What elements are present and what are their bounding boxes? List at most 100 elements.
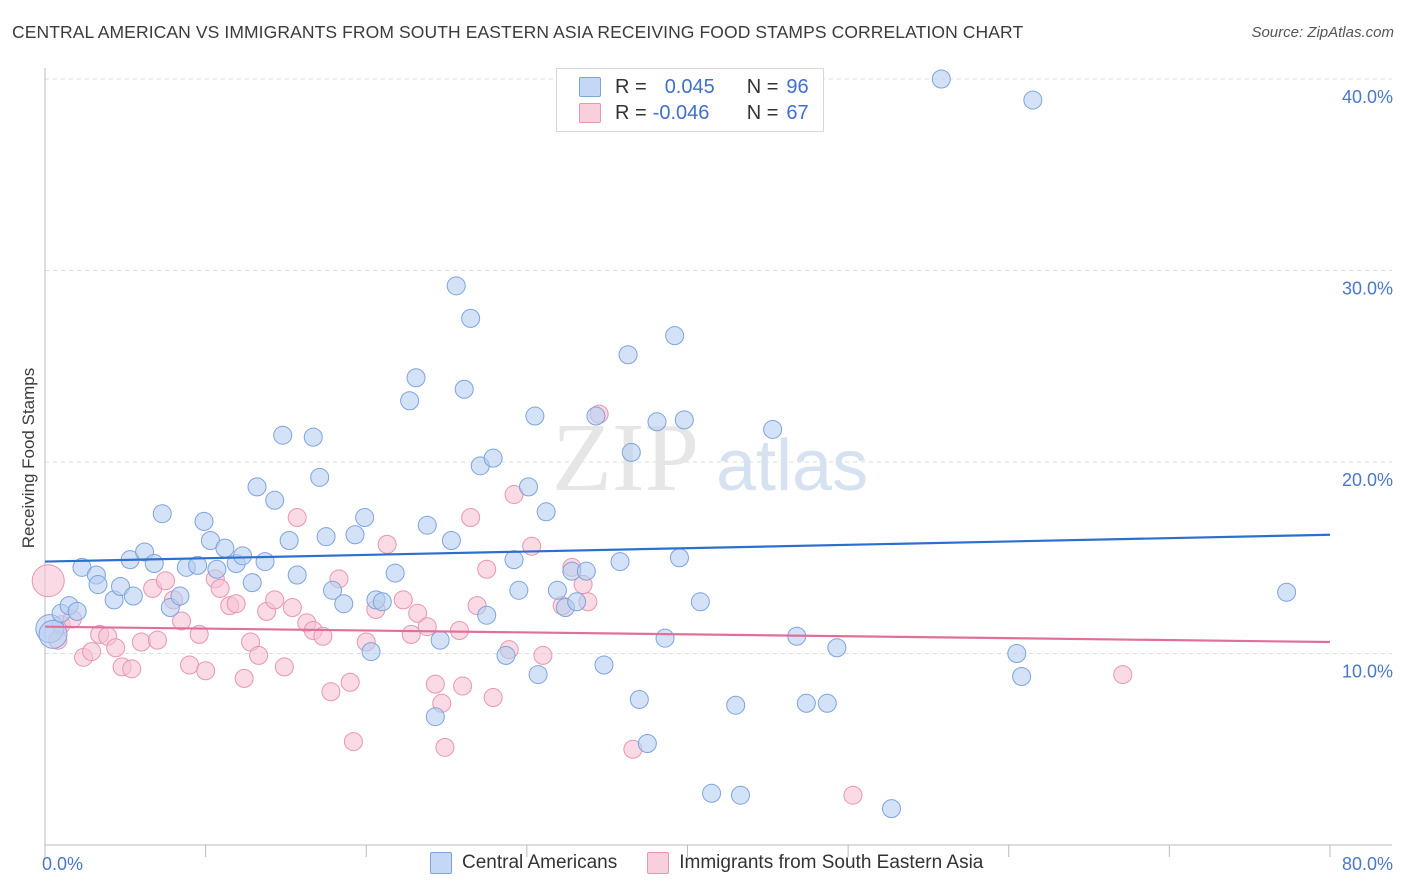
blue-point [417, 515, 437, 535]
blue-point [152, 504, 172, 524]
pink-point [226, 594, 246, 614]
pink-point [408, 603, 428, 623]
blue-point [207, 559, 227, 579]
blue-point [194, 511, 214, 531]
blue-point [310, 467, 330, 487]
legend: R = 0.045 N = 96 R = -0.046 N = 67 [556, 68, 824, 132]
legend-swatch-blue [579, 77, 601, 97]
legend-n-value: 96 [786, 75, 809, 98]
blue-point [170, 586, 190, 606]
blue-point [345, 525, 365, 545]
blue-point [477, 605, 497, 625]
blue-point [425, 707, 445, 727]
pink-point [82, 642, 102, 662]
blue-point [509, 580, 529, 600]
y-tick-label: 30.0% [1342, 279, 1393, 299]
blue-point [441, 531, 461, 551]
pink-point [249, 645, 269, 665]
blue-point [1277, 582, 1297, 602]
pink-point [274, 657, 294, 677]
blue-point [647, 412, 667, 432]
pink-point [483, 688, 503, 708]
blue-point [655, 628, 675, 648]
blue-point [618, 345, 638, 365]
blue-point [665, 326, 685, 346]
blue-point [38, 619, 68, 649]
pink-point [131, 632, 151, 652]
pink-point [340, 672, 360, 692]
legend-r-label: R = [615, 101, 647, 124]
blue-point [454, 379, 474, 399]
pink-point [1113, 665, 1133, 685]
legend-r-value: 0.045 [664, 75, 715, 98]
pink-point [401, 624, 421, 644]
bottom-legend-swatch-pink [647, 852, 670, 874]
pink-point [282, 598, 302, 618]
blue-point [827, 638, 847, 658]
blue-point [763, 419, 783, 439]
pink-point [189, 624, 209, 644]
chart-title: CENTRAL AMERICAN VS IMMIGRANTS FROM SOUT… [12, 22, 1024, 42]
blue-series-points [35, 69, 1297, 819]
blue-point [731, 785, 751, 805]
blue-point [518, 477, 538, 497]
blue-point [279, 531, 299, 551]
legend-r-value: -0.046 [652, 101, 710, 124]
blue-point [483, 448, 503, 468]
pink-point [321, 682, 341, 702]
x-tick-label: 80.0% [1342, 854, 1393, 874]
blue-point [144, 553, 164, 573]
blue-point [702, 783, 722, 803]
legend-r-label: R = [615, 75, 647, 98]
blue-point [637, 734, 657, 754]
pink-point [343, 732, 363, 752]
pink-point [210, 578, 230, 598]
blue-point [796, 693, 816, 713]
pink-point [122, 659, 142, 679]
bottom-legend-label-pink: Immigrants from South Eastern Asia [679, 852, 984, 873]
legend-n-label: N = [746, 101, 779, 124]
legend-row-pink: R = -0.046 N = 67 [579, 101, 809, 125]
blue-point [674, 410, 694, 430]
pink-point [377, 534, 397, 554]
legend-row-blue: R = 0.045 N = 96 [579, 75, 809, 99]
axes [44, 68, 1392, 857]
blue-point [1012, 666, 1032, 686]
legend-swatch-pink [579, 103, 601, 123]
blue-point [576, 561, 596, 581]
blue-point [496, 645, 516, 665]
grid-lines [45, 78, 1392, 654]
blue-point [610, 552, 630, 572]
blue-point [726, 695, 746, 715]
blue-point [406, 368, 426, 388]
pink-point [180, 655, 200, 675]
source-label: Source: ZipAtlas.com [1251, 24, 1394, 41]
blue-point [255, 552, 275, 572]
blue-point [67, 601, 87, 621]
blue-point [881, 799, 901, 819]
blue-point [446, 276, 466, 296]
blue-point [88, 575, 108, 595]
pink-point [417, 617, 437, 637]
blue-point [1023, 90, 1043, 110]
blue-point [265, 490, 285, 510]
watermark-atlas: atlas [716, 426, 868, 506]
y-tick-label: 40.0% [1342, 87, 1393, 107]
blue-point [400, 391, 420, 411]
pink-point [31, 564, 65, 598]
blue-point [629, 689, 649, 709]
bottom-legend: Central Americans Immigrants from South … [430, 852, 983, 874]
blue-point [323, 580, 343, 600]
pink-point [477, 559, 497, 579]
blue-point [547, 580, 567, 600]
blue-point [334, 594, 354, 614]
blue-point [303, 427, 323, 447]
bottom-legend-label-blue: Central Americans [462, 852, 618, 873]
blue-point [123, 586, 143, 606]
blue-point [461, 308, 481, 328]
pink-point [461, 508, 481, 528]
pink-trend-line [44, 625, 1331, 644]
pink-point [287, 508, 307, 528]
blue-point [215, 538, 235, 558]
